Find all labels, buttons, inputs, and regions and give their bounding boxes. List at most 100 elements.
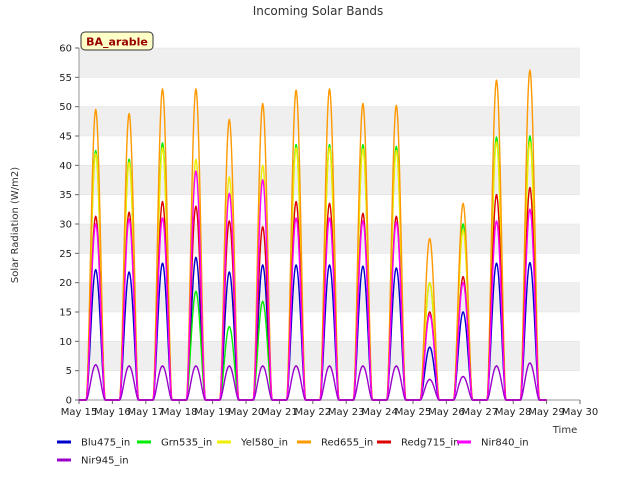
y-tick-label: 45	[59, 132, 72, 143]
series-point-nir840_in	[428, 314, 431, 316]
series-point-nir840_in	[529, 208, 531, 211]
series-point-blu475_in	[94, 268, 97, 271]
series-point-nir840_in	[495, 220, 498, 222]
legend-item-yel580_in: Yel580_in	[217, 438, 288, 449]
legend-item-grn535_in: Grn535_in	[137, 438, 212, 449]
x-tick-label: May 21	[261, 407, 298, 418]
series-point-nir840_in	[295, 217, 297, 219]
x-tick-label: May 20	[228, 407, 265, 418]
series-point-nir840_in	[328, 217, 331, 219]
x-tick-label: May 26	[428, 407, 465, 418]
series-point-grn535_in	[128, 158, 130, 161]
series-point-redg715_in	[428, 311, 431, 313]
series-point-grn535_in	[261, 300, 264, 303]
series-point-nir945_in	[261, 365, 264, 367]
series-point-redg715_in	[128, 211, 130, 214]
series-point-red655_in	[228, 118, 231, 121]
series-point-blu475_in	[161, 262, 164, 265]
series-point-nir945_in	[362, 365, 364, 367]
y-tick-label: 10	[59, 337, 72, 348]
series-point-redg715_in	[328, 202, 331, 205]
series-point-nir840_in	[228, 192, 231, 195]
series-point-grn535_in	[295, 144, 297, 146]
grid-band	[79, 48, 580, 78]
series-point-redg715_in	[228, 220, 231, 222]
series-point-nir840_in	[94, 223, 97, 225]
series-point-blu475_in	[261, 264, 264, 266]
x-tick-label: May 30	[562, 407, 599, 418]
series-point-redg715_in	[295, 200, 297, 203]
series-point-yel580_in	[495, 141, 498, 143]
series-point-blu475_in	[362, 265, 364, 268]
series-line-nir945_in	[78, 362, 547, 401]
legend-item-blu475_in: Blu475_in	[57, 438, 130, 449]
series-point-red655_in	[195, 88, 197, 90]
series-point-blu475_in	[228, 271, 231, 273]
series-point-grn535_in	[462, 223, 464, 225]
y-tick-label: 30	[59, 220, 72, 231]
x-tick-label: May 15	[61, 407, 98, 418]
series-point-blu475_in	[128, 271, 130, 273]
series-point-red655_in	[128, 112, 130, 115]
series-point-nir945_in	[462, 375, 464, 378]
series-point-nir945_in	[128, 365, 130, 367]
legend: Blu475_in Grn535_in Yel580_in Red655_in Redg…	[57, 438, 529, 467]
series-point-red655_in	[161, 88, 164, 90]
series-point-red655_in	[94, 108, 97, 111]
series-point-grn535_in	[495, 136, 498, 138]
series-point-redg715_in	[161, 200, 164, 203]
series-point-grn535_in	[395, 145, 398, 148]
series-point-nir840_in	[462, 281, 464, 284]
site-label-box: BA_arable	[80, 31, 154, 51]
series-point-grn535_in	[161, 142, 164, 144]
y-tick-label: 25	[59, 249, 72, 260]
series-point-yel580_in	[462, 229, 464, 231]
series-point-blu475_in	[495, 262, 498, 265]
y-tick-label: 20	[59, 278, 72, 289]
x-tick-label: May 22	[295, 407, 332, 418]
y-axis-label: Solar Radiation (W/m2)	[10, 167, 21, 283]
series-point-yel580_in	[362, 148, 364, 150]
legend-item-red655_in: Red655_in	[297, 438, 373, 449]
series-point-nir945_in	[495, 365, 498, 367]
series-point-yel580_in	[261, 164, 264, 167]
series-point-blu475_in	[295, 264, 297, 266]
y-tick-label: 0	[66, 396, 72, 407]
x-tick-label: May 23	[328, 407, 365, 418]
x-axis-label: Time	[552, 425, 577, 436]
y-tick-label: 15	[59, 308, 72, 319]
series-point-blu475_in	[462, 311, 464, 313]
series-point-redg715_in	[529, 186, 531, 189]
series-point-redg715_in	[495, 193, 498, 196]
series-point-red655_in	[428, 237, 431, 240]
series-point-yel580_in	[161, 146, 164, 149]
series-point-grn535_in	[328, 144, 331, 146]
grid-band	[79, 165, 580, 195]
legend-label: Nir945_in	[81, 456, 129, 467]
series-point-blu475_in	[195, 256, 197, 259]
x-tick-label: May 19	[194, 407, 231, 418]
series-point-yel580_in	[295, 146, 297, 149]
grid-band	[79, 224, 580, 254]
series-point-blu475_in	[395, 267, 398, 269]
legend-item-nir945_in: Nir945_in	[57, 456, 129, 467]
series-point-nir840_in	[161, 217, 164, 219]
legend-label: Nir840_in	[481, 438, 529, 449]
y-axis: 0 5 10 15 20 25 30 35 40 45 50 55 60	[59, 44, 79, 407]
series-point-yel580_in	[428, 281, 431, 284]
legend-item-nir840_in: Nir840_in	[457, 438, 529, 449]
x-tick-label: May 24	[361, 407, 398, 418]
x-tick-label: May 18	[161, 407, 198, 418]
series-point-yel580_in	[328, 146, 331, 149]
series-point-grn535_in	[94, 149, 97, 152]
series-point-nir840_in	[261, 179, 264, 181]
legend-label: Yel580_in	[240, 438, 288, 449]
series-point-nir945_in	[295, 365, 297, 367]
legend-label: Redg715_in	[401, 438, 460, 449]
series-point-grn535_in	[195, 290, 197, 293]
series-point-red655_in	[328, 88, 331, 90]
series-point-red655_in	[261, 102, 264, 105]
series-point-yel580_in	[228, 176, 231, 178]
legend-label: Red655_in	[321, 438, 373, 449]
